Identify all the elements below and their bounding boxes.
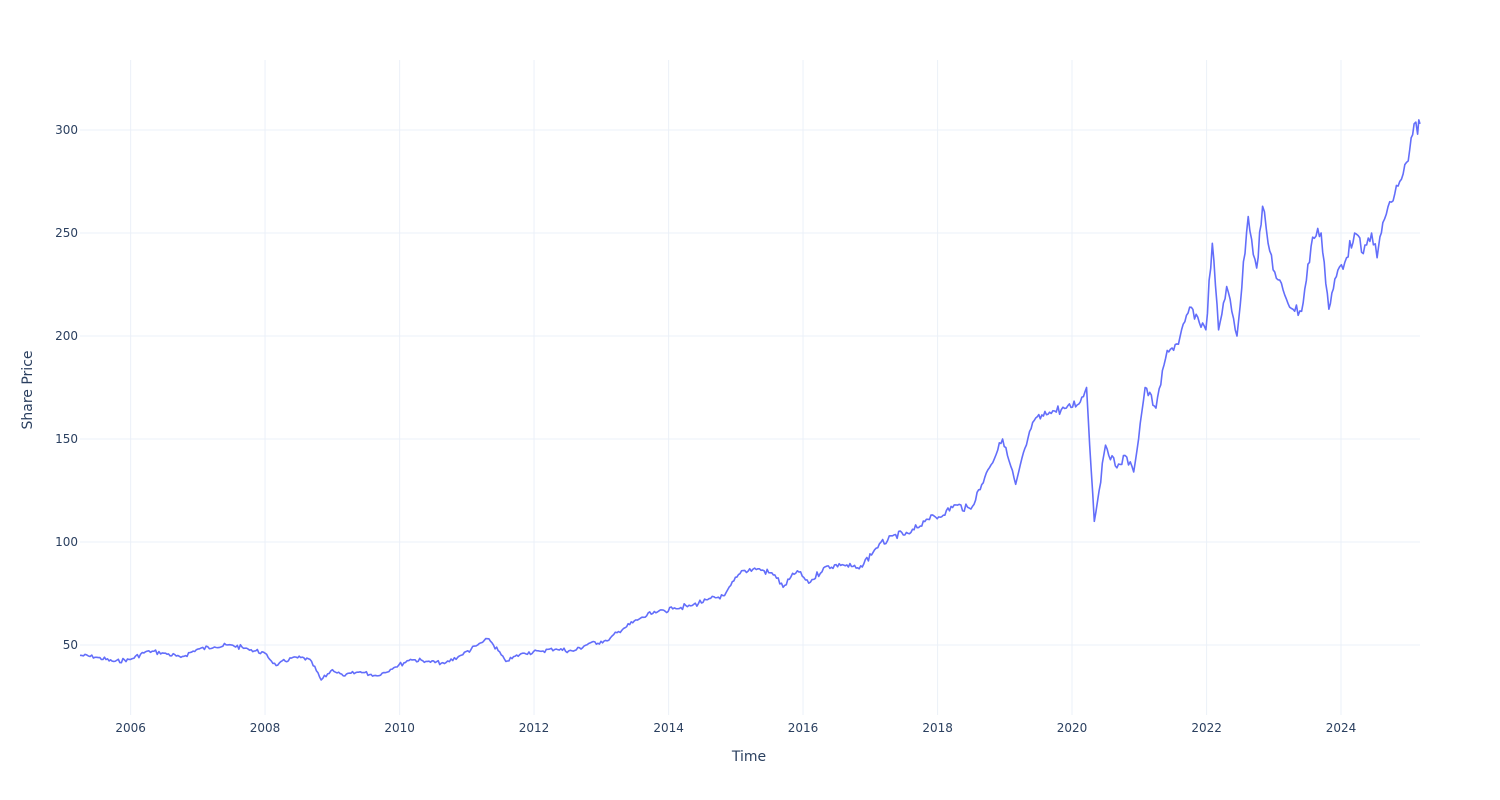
x-tick-label: 2010 [384,721,415,735]
x-tick-label: 2008 [250,721,281,735]
x-tick-label: 2012 [519,721,550,735]
y-tick-label: 300 [55,123,78,137]
series-layer [79,119,1421,681]
y-tick-label: 200 [55,329,78,343]
x-tick-label: 2014 [653,721,684,735]
y-axis-title: Share Price [20,350,36,429]
share-price-line [79,119,1421,681]
gridlines [80,60,1420,715]
x-tick-label: 2022 [1191,721,1222,735]
y-tick-label: 100 [55,535,78,549]
y-tick-label: 50 [63,638,78,652]
y-tick-label: 150 [55,432,78,446]
x-axis-title: Time [731,749,766,765]
x-tick-label: 2016 [788,721,819,735]
x-tick-label: 2020 [1057,721,1088,735]
tick-labels: 2006 2008 2010 2012 2014 2016 2018 2020 2022 2024… [55,123,1356,735]
y-tick-label: 250 [55,226,78,240]
x-tick-label: 2006 [115,721,146,735]
x-tick-label: 2024 [1326,721,1357,735]
x-tick-label: 2018 [922,721,953,735]
